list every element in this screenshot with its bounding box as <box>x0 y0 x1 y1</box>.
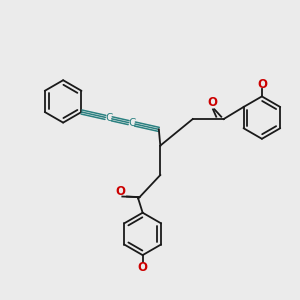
Text: O: O <box>116 185 126 198</box>
Text: C: C <box>105 113 112 123</box>
Text: O: O <box>207 96 218 110</box>
Text: O: O <box>138 261 148 274</box>
Text: O: O <box>257 77 267 91</box>
Text: C: C <box>128 118 136 128</box>
